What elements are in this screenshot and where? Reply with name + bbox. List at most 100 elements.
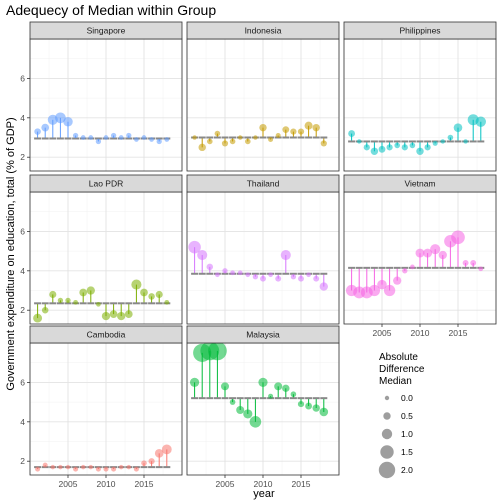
data-point [51, 465, 55, 469]
data-point [33, 314, 42, 323]
size-legend: AbsoluteDifferenceMedian0.00.51.01.52.0 [379, 352, 425, 478]
data-point [298, 401, 304, 407]
data-point [66, 465, 70, 469]
x-tick-label: 2010 [97, 479, 116, 489]
facet-panels: Singapore 2 4 6 Indonesia Philippines Lao PDR 2… [20, 22, 496, 489]
data-point [448, 135, 454, 141]
data-point [410, 265, 415, 270]
data-point [58, 465, 62, 469]
x-axis-label: year [253, 488, 275, 500]
data-point [230, 399, 236, 405]
data-point [149, 137, 154, 142]
data-point [190, 378, 199, 387]
data-point [470, 260, 476, 266]
data-point [89, 465, 93, 469]
data-point [243, 409, 252, 418]
data-point [463, 139, 467, 143]
data-point [454, 123, 463, 132]
panel-philippines: Philippines [344, 22, 496, 171]
data-point [393, 277, 401, 285]
data-point [111, 467, 116, 472]
x-tick-label: 2005 [59, 479, 78, 489]
data-point [110, 310, 118, 318]
data-point [430, 244, 440, 254]
data-point [73, 300, 78, 305]
data-point [291, 391, 297, 397]
x-tick-label: 2010 [411, 328, 430, 338]
x-tick-label: 2015 [292, 479, 311, 489]
data-point [125, 310, 133, 318]
data-point [157, 139, 162, 144]
data-point [142, 135, 147, 140]
panel-indonesia: Indonesia [187, 22, 339, 171]
data-point [476, 117, 486, 127]
facet-strip-label: Cambodia [87, 330, 126, 340]
data-point [320, 282, 328, 290]
legend-key [379, 462, 395, 478]
legend-key [383, 412, 390, 419]
facet-strip-label: Vietnam [404, 179, 435, 189]
data-point [321, 140, 327, 146]
data-point [371, 148, 378, 155]
data-point [439, 251, 447, 259]
data-point [433, 141, 438, 146]
data-point [313, 124, 320, 131]
data-point [58, 298, 63, 303]
data-point [207, 139, 213, 145]
panel-singapore: Singapore 2 4 6 [20, 22, 182, 171]
data-point [111, 133, 116, 138]
data-point [63, 117, 73, 127]
y-tick-label: 4 [20, 417, 25, 427]
data-point [127, 465, 131, 469]
data-point [230, 139, 236, 145]
data-point [199, 144, 206, 151]
data-point [357, 139, 361, 143]
data-point [384, 285, 395, 296]
facet-strip-label: Lao PDR [89, 179, 124, 189]
data-point [282, 385, 289, 392]
data-point [73, 467, 78, 472]
data-point [164, 137, 169, 142]
data-point [81, 465, 85, 469]
data-point [348, 130, 355, 137]
data-point [258, 378, 267, 387]
data-point [402, 268, 407, 273]
y-tick-label: 2 [20, 456, 25, 466]
data-point [298, 128, 304, 134]
data-point [253, 135, 257, 139]
legend-key [382, 429, 392, 439]
data-point [134, 467, 139, 472]
data-point [394, 143, 400, 149]
data-point [104, 135, 109, 140]
data-point [35, 467, 40, 472]
data-point [222, 140, 228, 146]
data-point [81, 135, 86, 140]
data-point [441, 139, 445, 143]
legend-label: 1.5 [401, 447, 413, 457]
data-point [222, 268, 227, 273]
panel-thailand: Thailand [187, 175, 339, 324]
facet-strip-label: Indonesia [245, 26, 282, 36]
data-point [96, 467, 101, 472]
data-point [141, 460, 147, 466]
panel-lao-pdr: Lao PDR246 [20, 175, 182, 324]
data-point [305, 403, 312, 410]
y-tick-label: 4 [20, 266, 25, 276]
facet-strip-label: Philippines [399, 26, 440, 36]
x-tick-label: 2005 [373, 328, 392, 338]
data-point [119, 465, 123, 469]
data-point [164, 300, 169, 305]
x-tick-label: 2005 [216, 479, 235, 489]
data-point [268, 272, 273, 277]
data-point [149, 458, 155, 464]
data-point [268, 394, 273, 399]
data-point [410, 143, 416, 149]
data-point [253, 274, 258, 279]
data-point [260, 276, 266, 282]
legend-title-line: Difference [379, 364, 425, 375]
data-point [49, 291, 56, 298]
data-point [250, 416, 262, 428]
data-point [298, 276, 304, 282]
chart-title: Adequecy of Median within Group [6, 2, 216, 18]
data-point [230, 270, 235, 275]
